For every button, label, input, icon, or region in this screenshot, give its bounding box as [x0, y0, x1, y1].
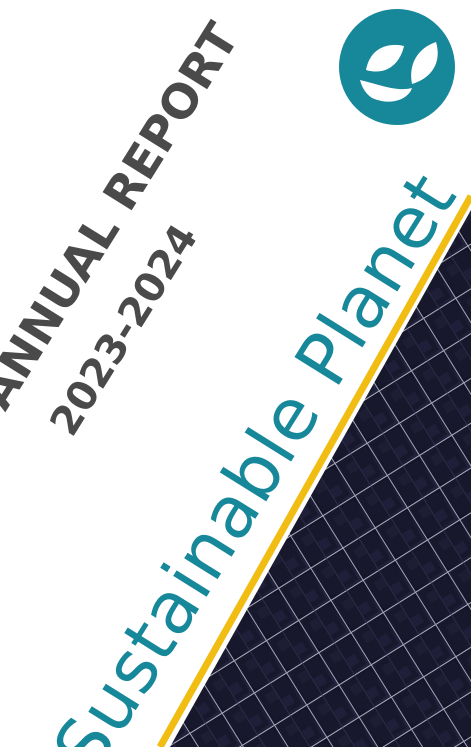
yellow-divider-line: [156, 194, 471, 747]
leaf-logo-icon: [339, 9, 455, 125]
